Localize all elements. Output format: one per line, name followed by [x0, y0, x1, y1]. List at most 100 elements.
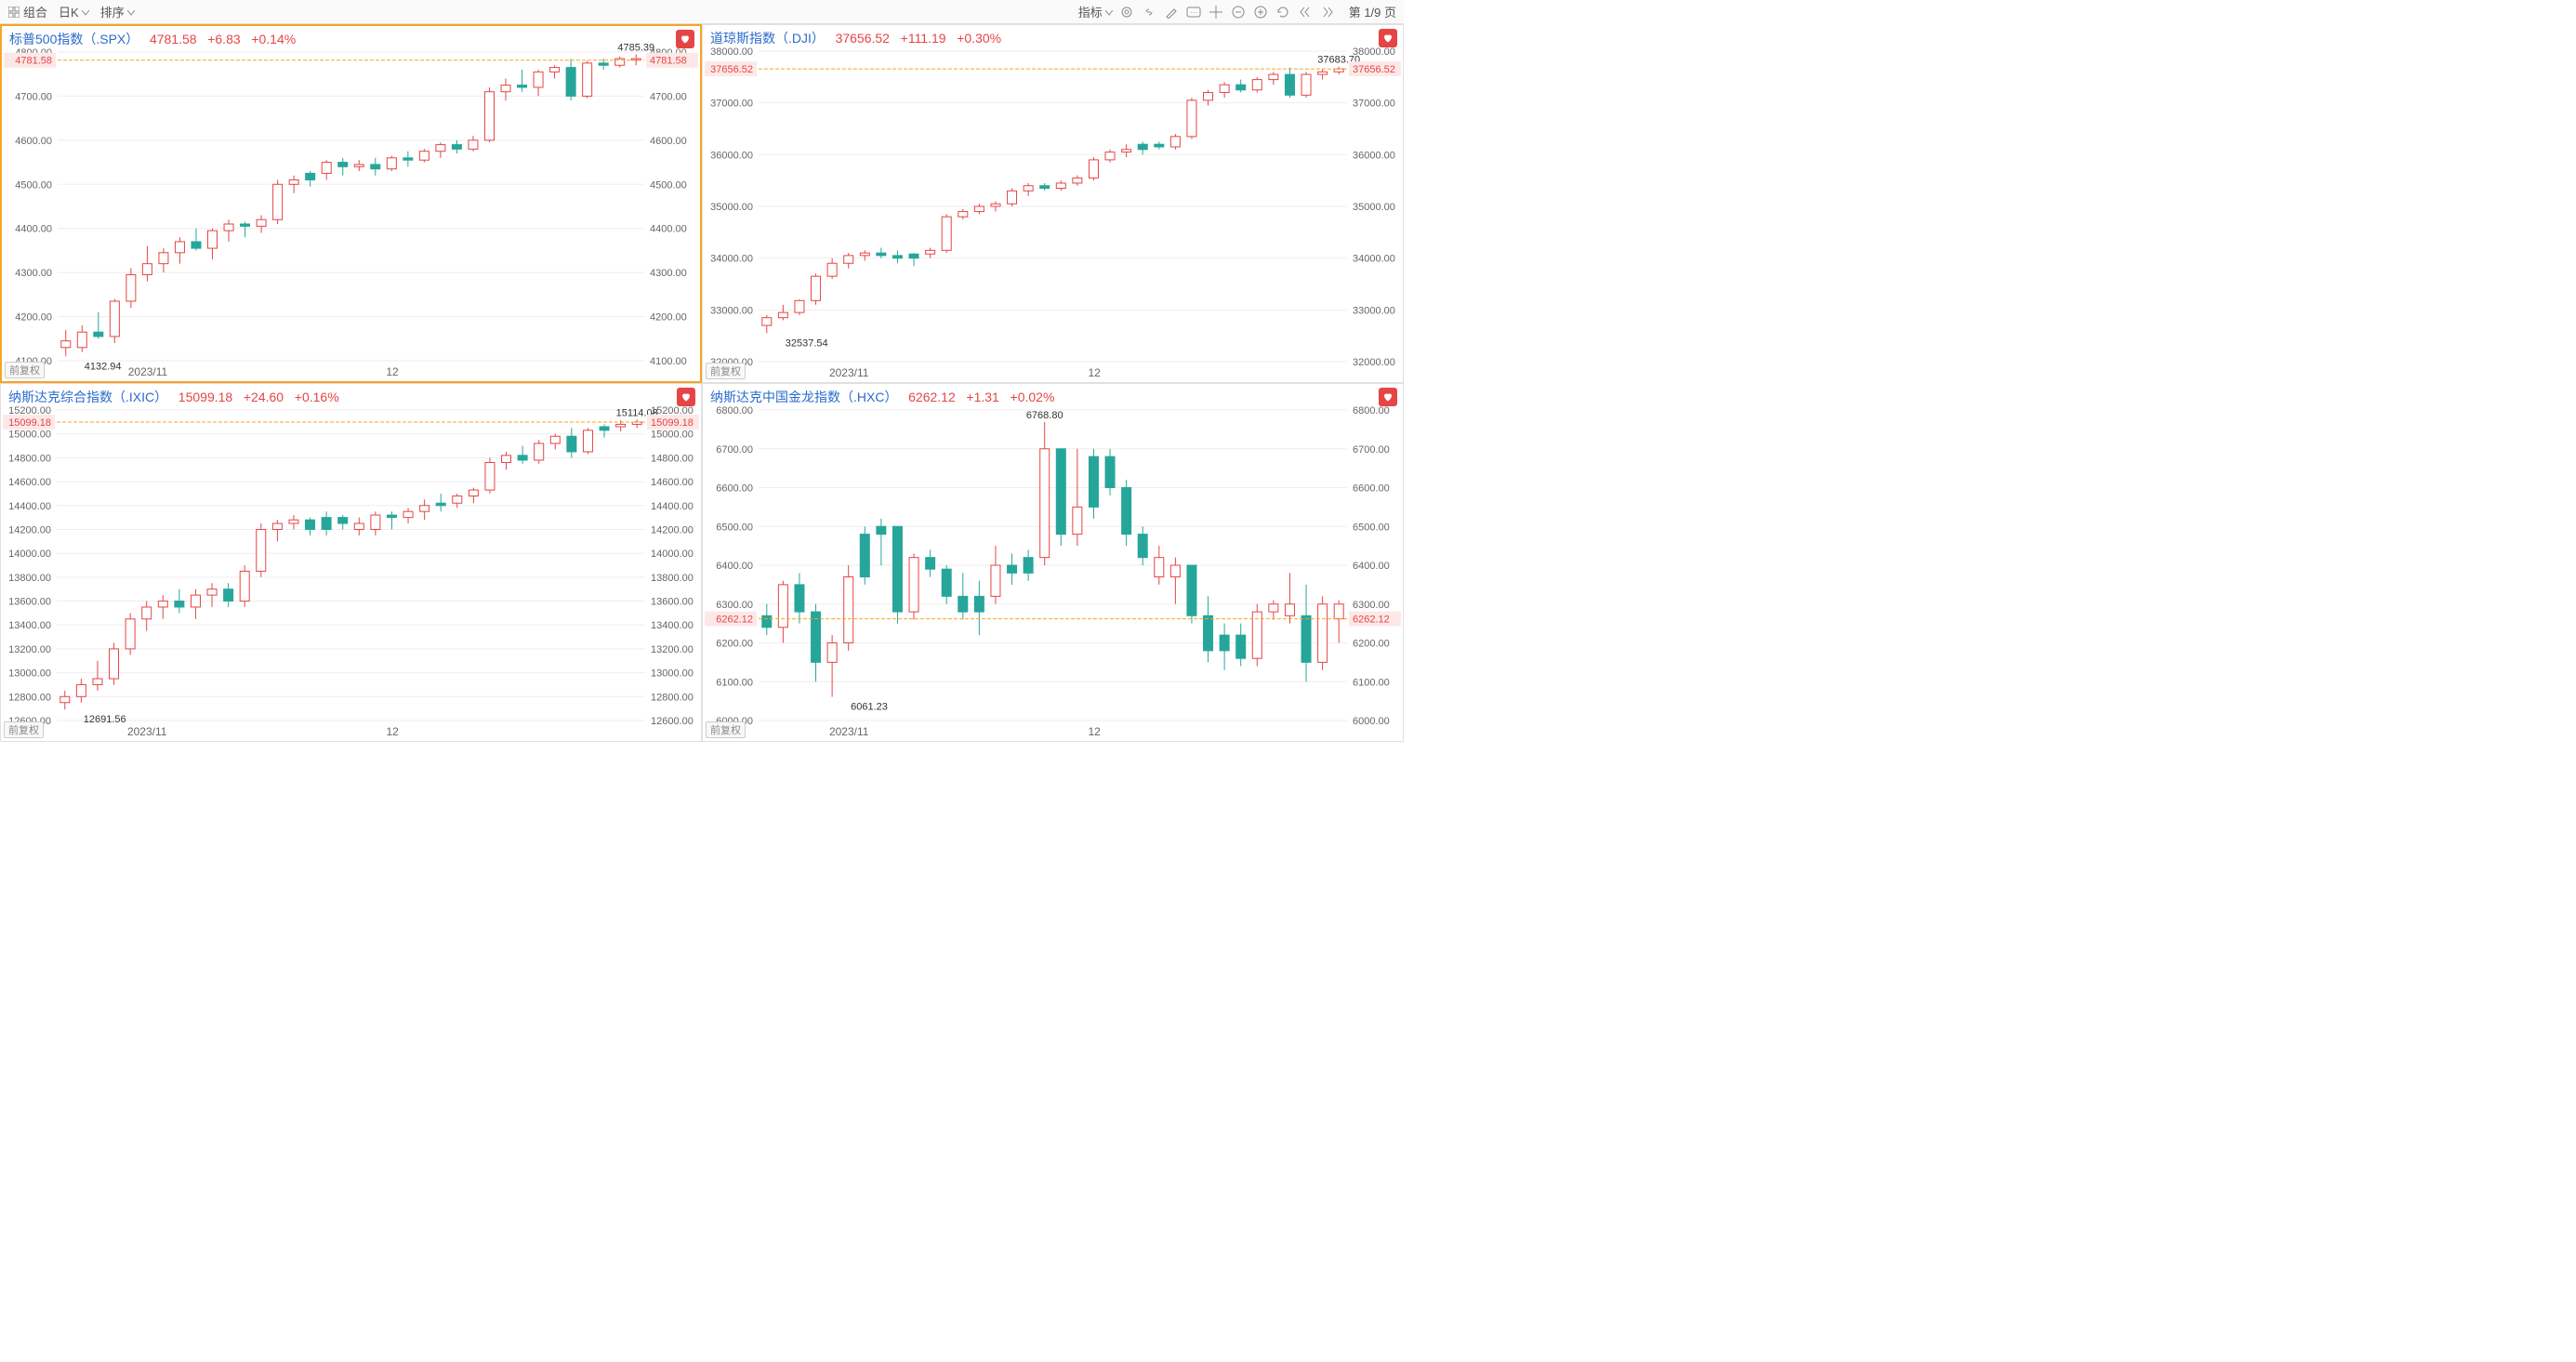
- adjust-badge[interactable]: 前复权: [4, 721, 44, 738]
- panel-header: 纳斯达克中国金龙指数（.HXC） 6262.12 +1.31 +0.02%: [710, 388, 1054, 406]
- svg-text:2023/11: 2023/11: [829, 366, 869, 379]
- price-pct: +0.16%: [295, 390, 339, 404]
- combine-menu[interactable]: 组合: [7, 3, 47, 20]
- price-change: +1.31: [966, 390, 998, 404]
- svg-text:14800.00: 14800.00: [8, 453, 51, 464]
- svg-text:12: 12: [1088, 725, 1101, 738]
- symbol-name: 纳斯达克中国金龙指数: [710, 390, 840, 404]
- svg-text:6000.00: 6000.00: [1353, 716, 1390, 727]
- svg-text:36000.00: 36000.00: [1353, 150, 1395, 161]
- svg-text:14600.00: 14600.00: [8, 477, 51, 488]
- prev-page-icon[interactable]: [1297, 4, 1314, 20]
- price-change: +111.19: [901, 31, 946, 46]
- period-label: 日K: [59, 3, 79, 20]
- svg-text:36000.00: 36000.00: [710, 150, 753, 161]
- adjust-badge[interactable]: 前复权: [706, 721, 746, 738]
- svg-text:6500.00: 6500.00: [716, 522, 753, 533]
- svg-text:32537.54: 32537.54: [786, 337, 828, 349]
- svg-text:6262.12: 6262.12: [1353, 615, 1390, 626]
- next-page-icon[interactable]: [1319, 4, 1336, 20]
- svg-text:37656.52: 37656.52: [710, 64, 753, 75]
- price-pct: +0.30%: [957, 31, 1001, 46]
- svg-text:6700.00: 6700.00: [716, 444, 753, 456]
- svg-text:37000.00: 37000.00: [710, 99, 753, 110]
- panel-header: 道琼斯指数（.DJI） 37656.52 +111.19 +0.30%: [710, 29, 1001, 47]
- svg-text:13200.00: 13200.00: [8, 644, 51, 655]
- svg-text:14000.00: 14000.00: [8, 549, 51, 560]
- svg-text:6200.00: 6200.00: [1353, 639, 1390, 650]
- chart-panel-ixic[interactable]: 12600.0012600.0012800.0012800.0013000.00…: [0, 383, 702, 742]
- svg-text:15000.00: 15000.00: [8, 430, 51, 441]
- symbol-code: （.IXIC）: [112, 390, 167, 404]
- svg-text:34000.00: 34000.00: [1353, 254, 1395, 265]
- svg-text:12: 12: [386, 365, 399, 378]
- svg-text:37000.00: 37000.00: [1353, 99, 1395, 110]
- chart-panel-hxc[interactable]: 6000.006000.006100.006100.006200.006200.…: [702, 383, 1404, 742]
- svg-text:···: ···: [1190, 8, 1197, 17]
- svg-text:34000.00: 34000.00: [710, 254, 753, 265]
- svg-text:15000.00: 15000.00: [651, 430, 694, 441]
- draw-icon[interactable]: [1163, 4, 1180, 20]
- svg-text:13800.00: 13800.00: [651, 573, 694, 584]
- favorite-button[interactable]: [677, 388, 695, 406]
- svg-text:13400.00: 13400.00: [651, 620, 694, 631]
- svg-text:6061.23: 6061.23: [851, 702, 888, 713]
- favorite-button[interactable]: [1379, 29, 1397, 47]
- adjust-badge[interactable]: 前复权: [5, 362, 45, 378]
- svg-text:14200.00: 14200.00: [651, 524, 694, 536]
- price-change: +24.60: [244, 390, 284, 404]
- chevron-down-icon: [82, 5, 89, 19]
- pager-label: 第 1/9 页: [1349, 3, 1396, 20]
- last-price: 37656.52: [836, 31, 890, 46]
- svg-text:6400.00: 6400.00: [716, 561, 753, 572]
- svg-text:12600.00: 12600.00: [651, 716, 694, 727]
- svg-text:4300.00: 4300.00: [650, 268, 687, 279]
- price-pct: +0.14%: [251, 32, 296, 46]
- svg-text:35000.00: 35000.00: [1353, 202, 1395, 213]
- grid-icon: [7, 6, 20, 19]
- indicator-label: 指标: [1078, 3, 1103, 20]
- svg-text:12: 12: [1088, 366, 1101, 379]
- svg-text:6800.00: 6800.00: [1353, 405, 1390, 417]
- indicator-menu[interactable]: 指标: [1078, 3, 1113, 20]
- link-icon[interactable]: [1141, 4, 1157, 20]
- zoom-out-icon[interactable]: [1230, 4, 1247, 20]
- svg-text:4785.39: 4785.39: [617, 42, 654, 53]
- refresh-icon[interactable]: [1275, 4, 1291, 20]
- adjust-badge[interactable]: 前复权: [706, 363, 746, 379]
- zoom-in-icon[interactable]: [1252, 4, 1269, 20]
- svg-text:2023/11: 2023/11: [127, 725, 167, 738]
- symbol-name: 纳斯达克综合指数: [8, 390, 112, 404]
- favorite-button[interactable]: [1379, 388, 1397, 406]
- svg-text:14600.00: 14600.00: [651, 477, 694, 488]
- svg-text:6700.00: 6700.00: [1353, 444, 1390, 456]
- svg-text:13800.00: 13800.00: [8, 573, 51, 584]
- svg-text:4500.00: 4500.00: [650, 179, 687, 191]
- chart-panel-dji[interactable]: 32000.0032000.0033000.0033000.0034000.00…: [702, 24, 1404, 383]
- svg-text:6300.00: 6300.00: [1353, 600, 1390, 611]
- svg-text:4700.00: 4700.00: [650, 91, 687, 102]
- box-icon[interactable]: ···: [1185, 4, 1202, 20]
- svg-text:14400.00: 14400.00: [8, 501, 51, 512]
- svg-text:6200.00: 6200.00: [716, 639, 753, 650]
- favorite-button[interactable]: [676, 30, 694, 48]
- svg-text:4200.00: 4200.00: [650, 312, 687, 324]
- svg-text:12800.00: 12800.00: [8, 692, 51, 703]
- last-price: 6262.12: [908, 390, 956, 404]
- svg-text:14800.00: 14800.00: [651, 453, 694, 464]
- crosshair-icon[interactable]: [1208, 4, 1224, 20]
- svg-text:6768.80: 6768.80: [1026, 410, 1063, 421]
- svg-text:13600.00: 13600.00: [8, 597, 51, 608]
- svg-text:6262.12: 6262.12: [716, 615, 753, 626]
- period-menu[interactable]: 日K: [59, 3, 89, 20]
- svg-text:6400.00: 6400.00: [1353, 561, 1390, 572]
- svg-text:32000.00: 32000.00: [1353, 357, 1395, 368]
- svg-text:12691.56: 12691.56: [84, 714, 126, 725]
- toolbar-left: 组合 日K 排序: [7, 3, 135, 20]
- sort-menu[interactable]: 排序: [100, 3, 135, 20]
- panel-header: 纳斯达克综合指数（.IXIC） 15099.18 +24.60 +0.16%: [8, 388, 339, 406]
- settings-icon[interactable]: [1118, 4, 1135, 20]
- last-price: 4781.58: [150, 32, 197, 46]
- price-change: +6.83: [207, 32, 240, 46]
- chart-panel-spx[interactable]: 4100.004100.004200.004200.004300.004300.…: [0, 24, 702, 383]
